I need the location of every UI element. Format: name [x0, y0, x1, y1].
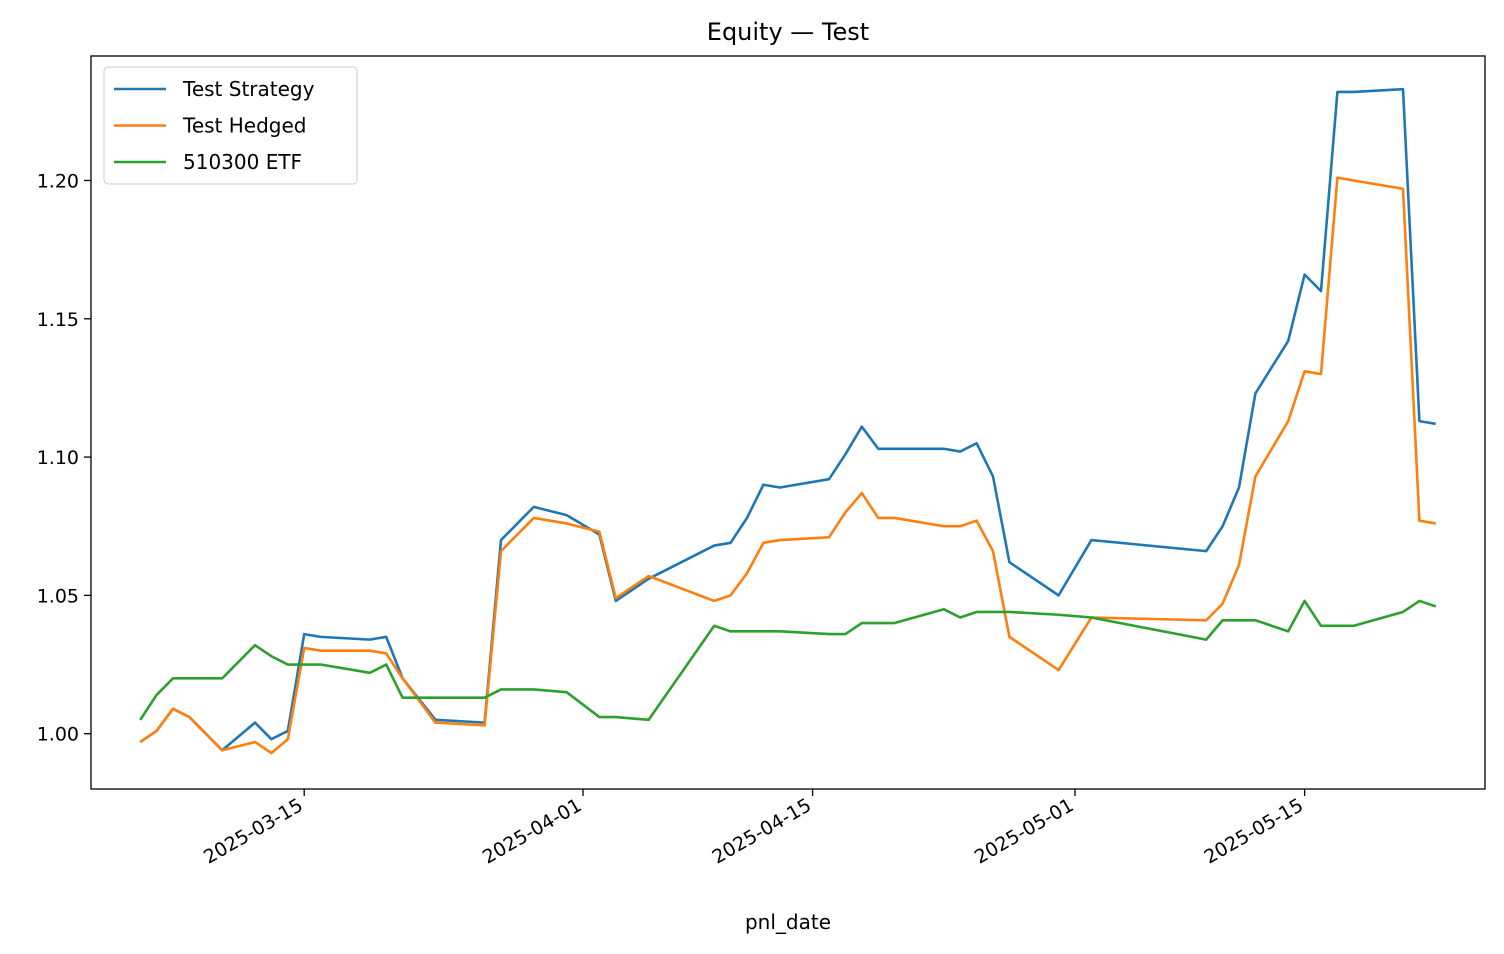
x-axis: 2025-03-15 2025-04-01 2025-04-15 2025-05-01…: [200, 789, 1307, 869]
x-axis-label: pnl_date: [745, 910, 831, 934]
series-layer: [139, 87, 1437, 755]
y-tick-label: 1.05: [37, 585, 79, 607]
x-tick-label: 2025-05-15: [1200, 794, 1307, 868]
y-tick-label: 1.15: [37, 309, 79, 331]
legend: Test Strategy Test Hedged 510300 ETF: [103, 66, 358, 185]
x-tick-label: 2025-05-01: [971, 794, 1078, 868]
x-tick-label: 2025-04-01: [479, 794, 586, 868]
y-tick-label: 1.10: [37, 447, 79, 469]
y-axis: 1.00 1.05 1.10 1.15 1.20: [37, 170, 91, 746]
y-tick-label: 1.20: [37, 170, 79, 192]
legend-label-2: Test Hedged: [182, 114, 306, 138]
y-tick-label: 1.00: [37, 724, 79, 746]
legend-label-1: Test Strategy: [182, 77, 315, 101]
x-tick-label: 2025-03-15: [200, 794, 307, 868]
legend-label-3: 510300 ETF: [183, 150, 302, 174]
legend-box: [103, 66, 358, 185]
plot-area-frame: [90, 55, 1486, 790]
series-line-2: [139, 176, 1437, 755]
series-line-1: [139, 87, 1437, 752]
chart-title: Equity — Test: [707, 18, 869, 46]
series-line-3: [139, 599, 1437, 722]
x-tick-label: 2025-04-15: [708, 794, 815, 868]
